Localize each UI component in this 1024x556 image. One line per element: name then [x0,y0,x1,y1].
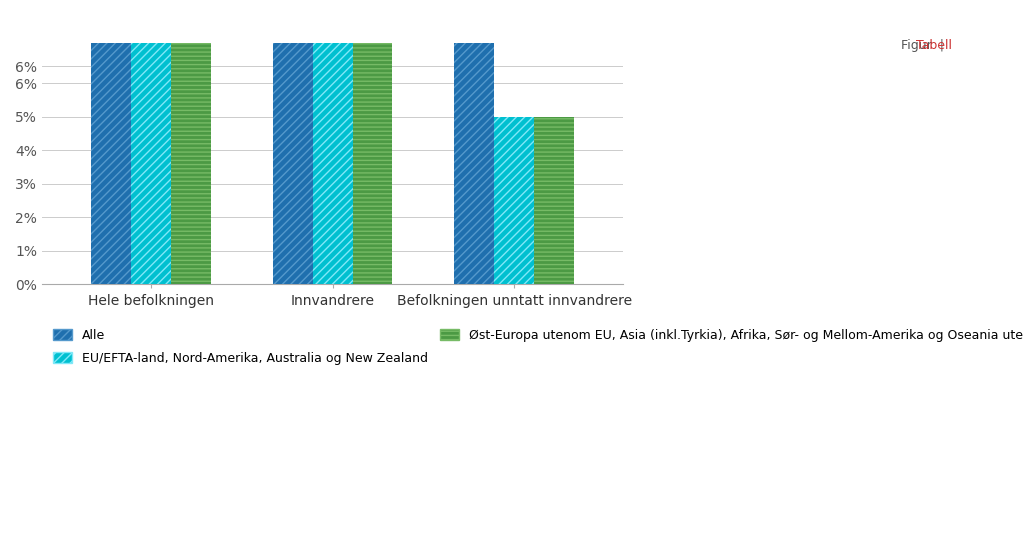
Text: Tabell: Tabell [881,39,952,52]
Bar [272,0,312,285]
Bar [131,0,171,285]
Bar [352,0,392,285]
Text: Figur  |: Figur | [901,39,952,52]
Legend: Alle, EU/EFTA-land, Nord-Amerika, Australia og New Zealand, Øst-Europa utenom EU: Alle, EU/EFTA-land, Nord-Amerika, Austra… [48,324,1024,370]
Bar [171,0,211,285]
Bar [535,117,574,285]
Bar [495,117,535,285]
Bar [91,0,131,285]
Bar [455,0,495,285]
Bar [312,0,352,285]
